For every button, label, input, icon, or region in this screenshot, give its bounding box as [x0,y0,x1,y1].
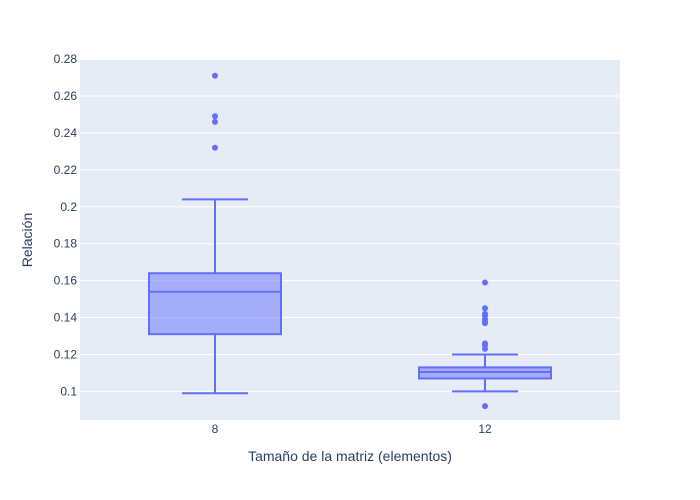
iqr-box [148,272,282,336]
outlier-point [482,403,488,410]
y-tick-label: 0.24 [54,126,78,140]
x-tick-labels: 8 12 [212,422,492,436]
boxes-layer [148,72,552,410]
y-tick-label: 0.2 [60,200,77,214]
outlier-point [482,305,488,312]
y-tick-label: 0.1 [60,384,77,398]
x-tick-label: 12 [478,422,492,436]
x-axis-title: Tamaño de la matriz (elementos) [248,448,452,464]
y-tick-label: 0.16 [54,274,78,288]
box-trace-8 [148,72,282,395]
outlier-point [212,144,218,151]
outlier-point [482,279,488,286]
box-trace-12 [418,279,552,410]
outlier-point [482,340,488,347]
y-tick-label: 0.18 [54,237,78,251]
y-tick-label: 0.22 [54,163,78,177]
plot-background [80,60,620,420]
outlier-point [212,72,218,79]
x-tick-label: 8 [212,422,219,436]
y-tick-label: 0.28 [54,52,78,66]
y-tick-label: 0.14 [54,311,78,325]
y-tick-label: 0.12 [54,347,78,361]
y-tick-label: 0.26 [54,89,78,103]
outlier-point [212,118,218,125]
y-tick-labels: 0.1 0.12 0.14 0.16 0.18 0.2 0.22 0.24 0.26 0.28 [54,52,78,398]
outlier-point [482,310,488,317]
outlier-point [212,113,218,120]
y-axis-title: Relación [19,213,35,267]
